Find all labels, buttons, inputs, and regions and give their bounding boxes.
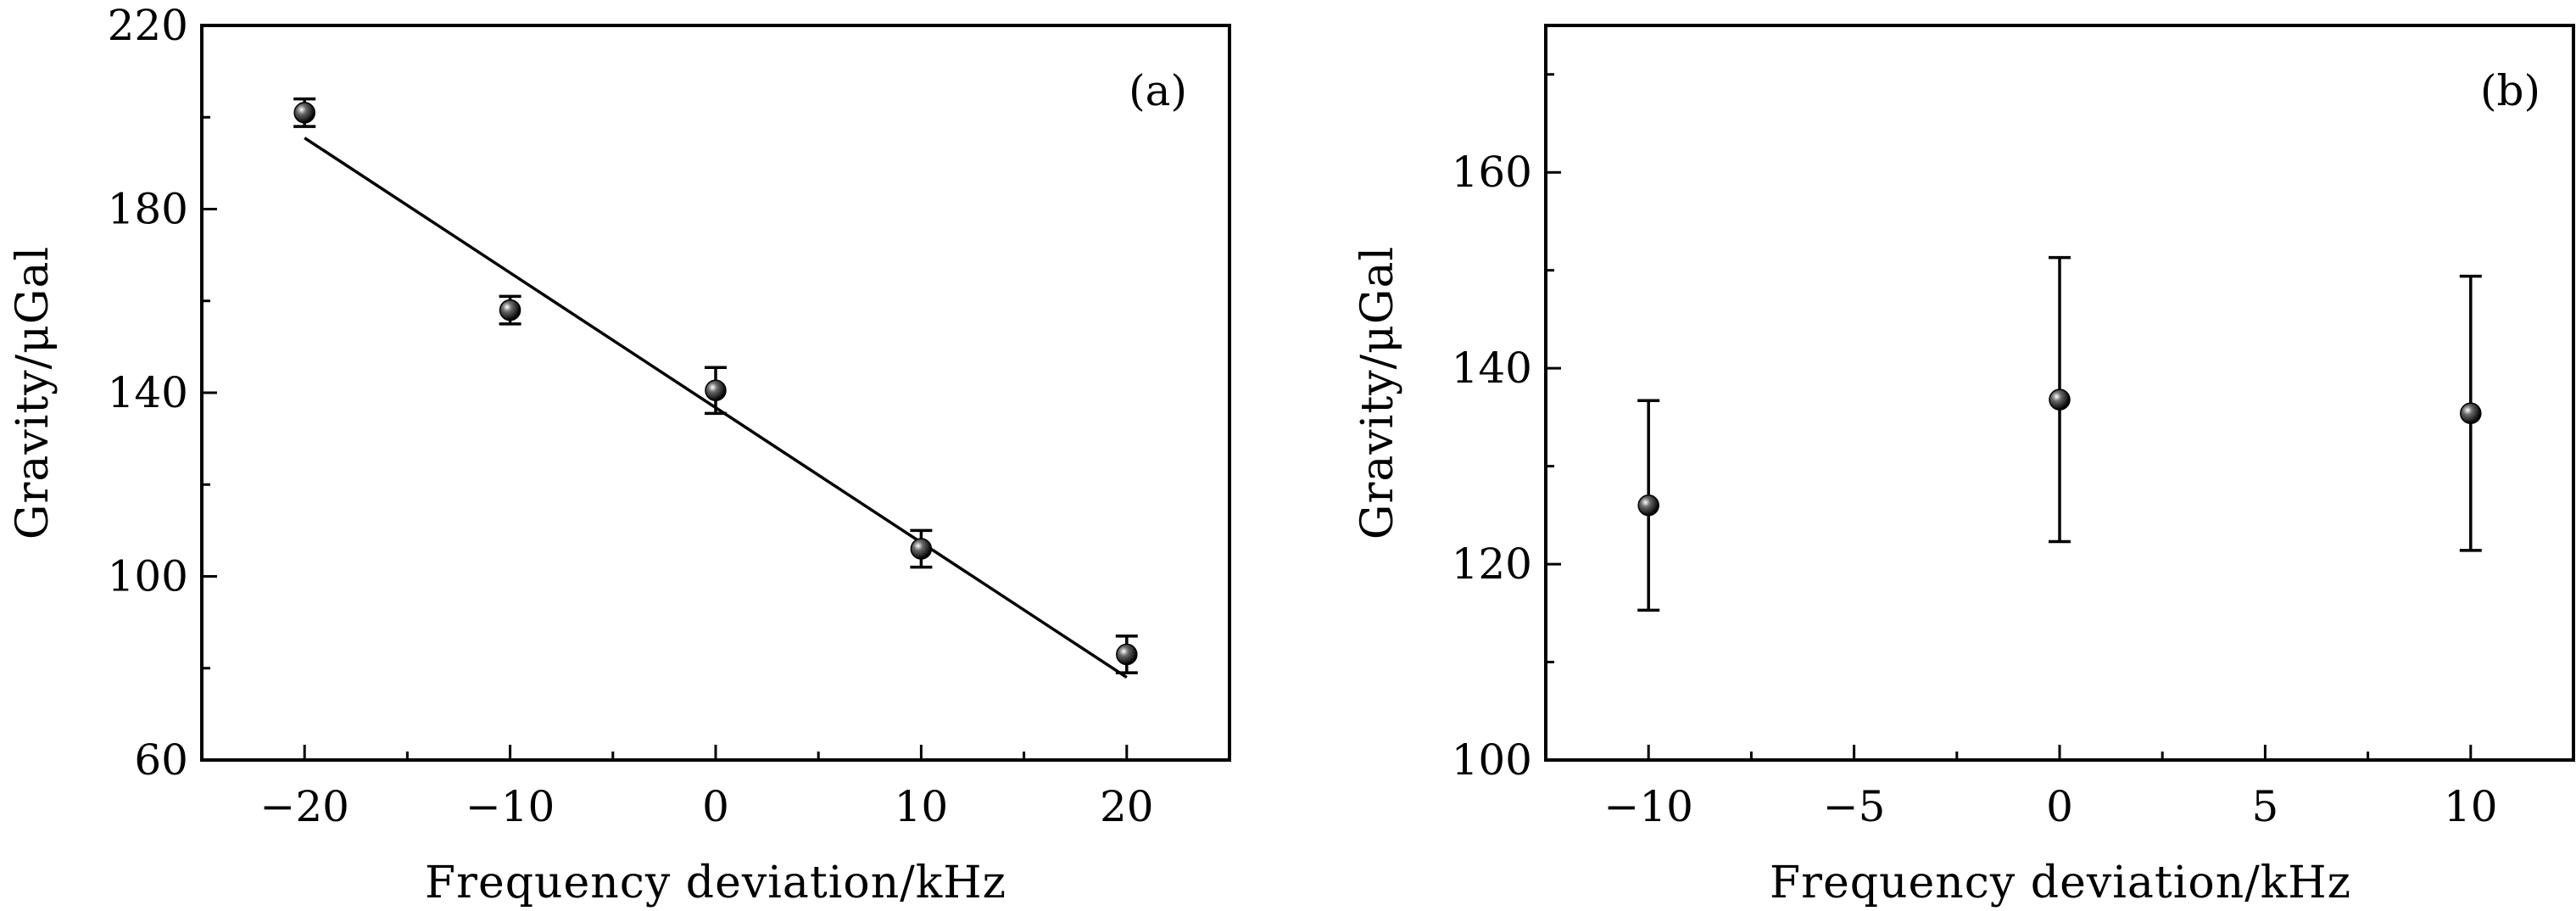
- x-ticks-b: [1544, 745, 2575, 760]
- data-points-b: [1637, 388, 2482, 517]
- x-axis-title-a: Frequency deviation/kHz: [425, 858, 1006, 908]
- y-tick-label: 140: [1452, 344, 1532, 393]
- error-bars-b: [1637, 255, 2482, 612]
- data-point: [1116, 643, 1138, 666]
- data-point: [293, 102, 315, 124]
- y-tick-label: 120: [1452, 539, 1532, 589]
- x-tick-label: 5: [2251, 782, 2278, 831]
- y-tick-label: 220: [108, 1, 188, 50]
- y-tick-label: 100: [108, 552, 188, 601]
- data-point: [705, 379, 727, 402]
- x-tick-label: −10: [1603, 782, 1693, 831]
- x-tick-label: −20: [259, 782, 349, 831]
- y-tick-labels-b: 100 120 140 160: [1452, 148, 1532, 785]
- x-tick-label: −10: [466, 782, 555, 831]
- x-tick-label: 10: [895, 782, 949, 831]
- y-tick-label: 180: [108, 185, 188, 234]
- y-axis-title-b: Gravity/μGal: [1352, 246, 1403, 539]
- data-point: [910, 538, 933, 560]
- y-tick-labels-a: 60 100 140 180 220: [108, 1, 188, 785]
- x-tick-label: 20: [1100, 782, 1154, 831]
- data-point: [2049, 388, 2071, 411]
- x-tick-label: 0: [2046, 782, 2073, 831]
- data-point: [1637, 495, 1659, 517]
- y-tick-label: 60: [134, 735, 188, 785]
- x-tick-label: −5: [1823, 782, 1886, 831]
- y-ticks-a: [202, 24, 217, 762]
- x-ticks-a: [200, 745, 1231, 760]
- panel-label-a: (a): [1129, 66, 1187, 115]
- y-tick-label: 100: [1452, 735, 1532, 785]
- data-point: [2460, 402, 2482, 424]
- x-tick-label: 10: [2444, 782, 2498, 831]
- y-tick-label: 160: [1452, 148, 1532, 197]
- data-points-a: [293, 102, 1138, 666]
- x-tick-labels-a: −20 −10 0 10 20: [259, 782, 1153, 831]
- panel-label-b: (b): [2480, 66, 2540, 115]
- y-ticks-b: [1546, 73, 1561, 762]
- x-tick-labels-b: −10 −5 0 5 10: [1603, 782, 2497, 831]
- x-axis-title-b: Frequency deviation/kHz: [1770, 858, 2351, 908]
- y-axis-title-a: Gravity/μGal: [8, 246, 59, 539]
- y-tick-label: 140: [108, 368, 188, 417]
- data-point: [499, 299, 521, 321]
- panel-a: −20 −10 0 10 20 60 100 140 180 220 (a) Frequency…: [8, 1, 1231, 908]
- panel-b: −10 −5 0 5 10 100 120 140 160 (b) Frequency dev…: [1352, 24, 2575, 908]
- x-tick-label: 0: [702, 782, 729, 831]
